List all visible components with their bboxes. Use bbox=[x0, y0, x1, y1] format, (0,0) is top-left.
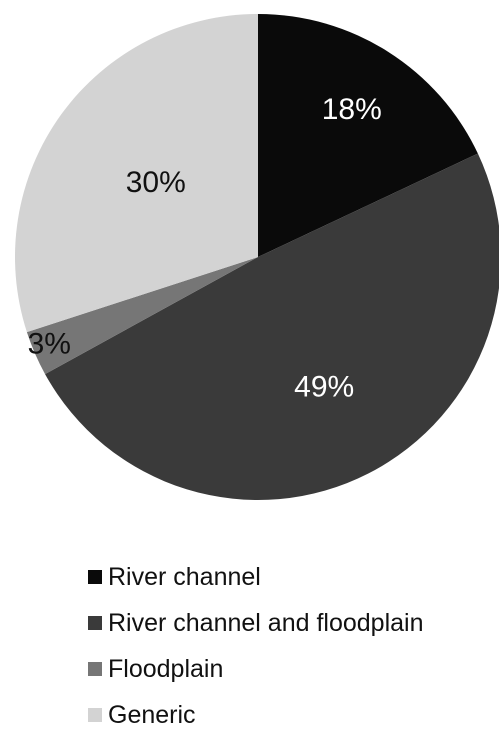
data-label-generic: 30% bbox=[126, 166, 186, 199]
data-label-floodplain: 3% bbox=[28, 327, 71, 360]
legend-item-floodplain: Floodplain bbox=[88, 646, 424, 692]
legend-label-generic: Generic bbox=[108, 700, 196, 729]
pie-slice-river-channel-and-floodplain bbox=[45, 153, 499, 500]
legend-label-river-channel-and-floodplain: River channel and floodplain bbox=[108, 608, 424, 637]
legend-item-generic: Generic bbox=[88, 692, 424, 738]
legend-item-river-channel: River channel bbox=[88, 554, 424, 600]
pie-slices bbox=[14, 14, 499, 500]
legend-swatch-generic bbox=[88, 708, 102, 722]
pie-slice-floodplain bbox=[26, 257, 259, 375]
legend-swatch-floodplain bbox=[88, 662, 102, 676]
legend: River channel River channel and floodplai… bbox=[88, 554, 424, 738]
legend-label-floodplain: Floodplain bbox=[108, 654, 224, 683]
pie-data-labels: 18% 49% 3% 30% bbox=[28, 93, 382, 404]
legend-swatch-river-channel-and-floodplain bbox=[88, 616, 102, 630]
data-label-river-channel: 18% bbox=[322, 93, 382, 126]
data-label-river-channel-and-floodplain: 49% bbox=[294, 370, 354, 403]
legend-item-river-channel-and-floodplain: River channel and floodplain bbox=[88, 600, 424, 646]
legend-swatch-river-channel bbox=[88, 570, 102, 584]
pie-slice-river-channel bbox=[258, 14, 478, 257]
pie-slice-generic bbox=[14, 14, 258, 333]
legend-label-river-channel: River channel bbox=[108, 562, 261, 591]
